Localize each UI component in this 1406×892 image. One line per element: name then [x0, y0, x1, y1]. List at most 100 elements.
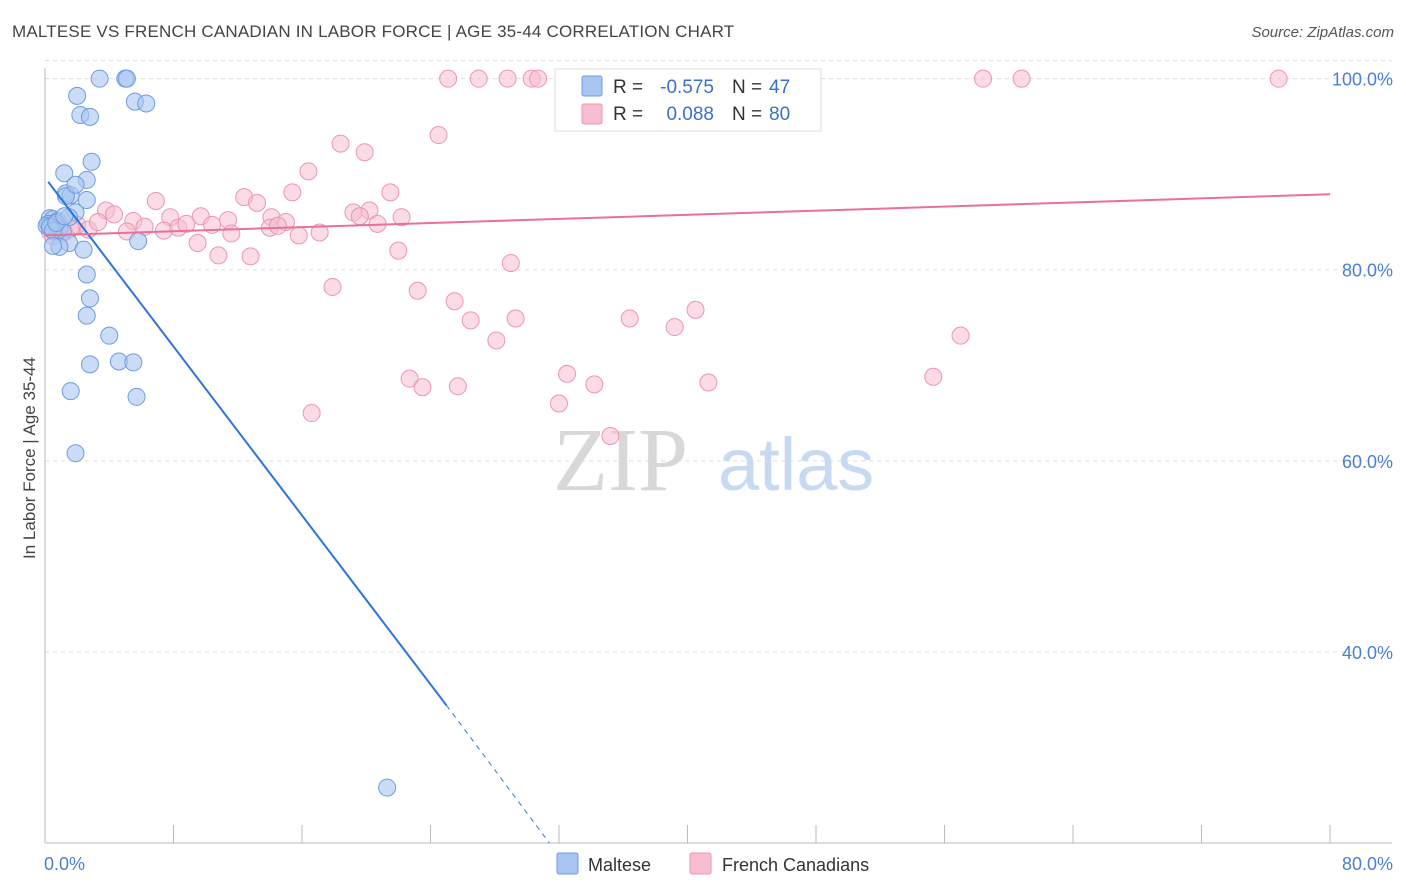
french-canadians-point	[146, 191, 165, 210]
french-canadians-point	[951, 326, 970, 345]
x-tick-label: 80.0%	[1342, 854, 1393, 874]
french-canadians-point	[699, 373, 718, 392]
french-canadians-point	[381, 183, 400, 202]
maltese-point	[80, 289, 99, 308]
french-canadians-point	[445, 292, 464, 311]
legend-n-label-maltese: N =	[732, 77, 762, 98]
series-legend: Maltese French Canadians	[556, 852, 869, 875]
french-canadians-point	[550, 394, 568, 413]
maltese-point	[137, 94, 156, 113]
legend-r-label-maltese: R =	[613, 77, 643, 98]
maltese-point	[77, 265, 96, 284]
legend-r-value-french-canadians: 0.088	[666, 104, 714, 125]
bottom-legend-swatch-french-canadians	[689, 852, 712, 875]
tick-labels: 100.0% 80.0% 60.0% 40.0% 0.0% 80.0%	[44, 70, 1393, 874]
maltese-trend-extension	[446, 705, 550, 844]
french-canadians-point	[408, 281, 427, 300]
french-canadians-point	[529, 69, 548, 88]
french-canadians-point	[585, 375, 604, 394]
correlation-legend: R = -0.575 N = 47 R = 0.088 N = 80	[554, 68, 822, 132]
french-canadians-point	[222, 224, 241, 243]
maltese-point	[117, 69, 136, 88]
source-label: Source: ZipAtlas.com	[1251, 24, 1394, 41]
legend-r-value-maltese: -0.575	[660, 77, 714, 98]
french-canadians-point	[188, 233, 207, 252]
french-canadians-trend-line	[44, 193, 1331, 237]
french-canadians-point	[413, 378, 432, 397]
maltese-point	[77, 191, 96, 210]
maltese-point	[80, 355, 99, 374]
y-tick-label: 100.0%	[1332, 70, 1393, 90]
maltese-point	[378, 778, 397, 797]
maltese-point	[44, 236, 63, 255]
french-canadians-point	[389, 241, 408, 260]
french-canadians-point	[498, 69, 517, 88]
french-canadians-point	[487, 331, 506, 350]
french-canadians-point	[241, 247, 260, 266]
y-tick-label: 60.0%	[1342, 452, 1393, 472]
maltese-point	[66, 444, 85, 463]
watermark-atlas: atlas	[718, 423, 874, 506]
french-canadians-point	[355, 143, 374, 162]
french-canadians-point	[1269, 69, 1288, 88]
maltese-point	[124, 353, 143, 372]
french-canadians-point	[89, 212, 108, 231]
french-canadians-point	[392, 208, 411, 227]
maltese-trend-line	[47, 181, 448, 707]
french-canadians-point	[310, 223, 329, 242]
y-tick-label: 80.0%	[1342, 261, 1393, 281]
french-canadians-point	[302, 404, 321, 423]
french-canadians-point	[323, 277, 342, 296]
french-canadians-point	[601, 426, 620, 445]
legend-n-value-french-canadians: 80	[769, 104, 790, 125]
french-canadians-point	[283, 183, 302, 202]
maltese-point	[82, 152, 101, 171]
maltese-point	[68, 86, 87, 105]
y-axis-label: In Labor Force | Age 35-44	[20, 357, 39, 559]
maltese-point	[74, 240, 93, 259]
watermark-zip: ZIP	[553, 411, 688, 510]
chart-title: MALTESE VS FRENCH CANADIAN IN LABOR FORC…	[12, 22, 735, 41]
french-canadians-point	[506, 309, 525, 328]
french-canadians-point	[439, 69, 458, 88]
maltese-point	[55, 164, 74, 183]
french-canadians-point	[105, 205, 124, 224]
french-canadians-point	[289, 226, 308, 245]
french-canadians-point	[177, 214, 196, 233]
french-canadians-point	[299, 162, 318, 181]
legend-n-label-french-canadians: N =	[732, 104, 762, 125]
french-canadians-point	[924, 367, 943, 386]
bottom-legend-swatch-maltese	[556, 852, 579, 875]
watermark: ZIP atlas	[553, 411, 874, 510]
maltese-point	[127, 387, 146, 406]
french-canadians-point	[620, 309, 639, 328]
french-canadians-point	[665, 318, 684, 337]
maltese-point	[80, 107, 99, 126]
french-canadians-point	[429, 126, 448, 145]
legend-swatch-maltese	[581, 75, 603, 97]
maltese-point	[77, 306, 96, 325]
maltese-points	[37, 69, 397, 797]
y-tick-label: 40.0%	[1342, 643, 1393, 663]
legend-r-label-french-canadians: R =	[613, 104, 643, 125]
french-canadians-point	[268, 216, 287, 235]
trend-lines	[44, 181, 1331, 844]
french-canadians-point	[461, 311, 480, 330]
french-canadians-point	[501, 254, 520, 273]
french-canadians-point	[400, 369, 419, 388]
bottom-legend-maltese: Maltese	[588, 855, 651, 875]
french-canadians-point	[558, 364, 577, 383]
french-canadians-points	[40, 69, 1288, 445]
french-canadians-point	[209, 246, 228, 265]
french-canadians-point	[469, 69, 488, 88]
bottom-legend-french-canadians: French Canadians	[722, 855, 869, 875]
french-canadians-point	[448, 377, 467, 396]
maltese-point	[100, 326, 119, 345]
maltese-point	[90, 69, 109, 88]
maltese-point	[129, 232, 148, 251]
maltese-point	[61, 382, 80, 401]
legend-swatch-french-canadians	[581, 103, 603, 125]
grid-lines	[45, 60, 1392, 653]
maltese-point	[66, 175, 85, 194]
